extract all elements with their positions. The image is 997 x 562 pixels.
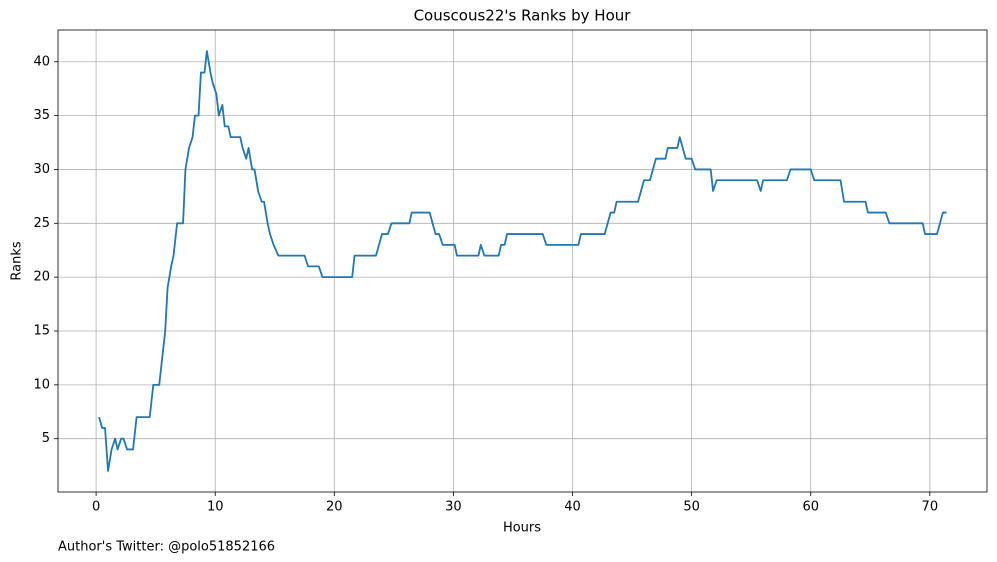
x-tick-label: 10 bbox=[207, 500, 224, 515]
y-tick-label: 35 bbox=[33, 108, 50, 123]
y-tick-label: 30 bbox=[33, 162, 50, 177]
y-tick-label: 25 bbox=[33, 216, 50, 231]
y-tick-label: 20 bbox=[33, 270, 50, 285]
line bbox=[98, 50, 947, 472]
x-tick-label: 70 bbox=[922, 500, 939, 515]
x-axis-label: Hours bbox=[503, 521, 541, 536]
axes-frame bbox=[57, 29, 988, 493]
x-tick-label: 60 bbox=[802, 500, 819, 515]
x-tick-label: 30 bbox=[445, 500, 462, 515]
x-tick-label: 20 bbox=[326, 500, 343, 515]
y-tick-label: 5 bbox=[42, 431, 50, 446]
x-tick-label: 50 bbox=[683, 500, 700, 515]
y-tick-label: 10 bbox=[33, 377, 50, 392]
y-axis-label: Ranks bbox=[10, 241, 25, 280]
y-tick-label: 15 bbox=[33, 324, 50, 339]
y-tick-label: 40 bbox=[33, 54, 50, 69]
x-tick-label: 40 bbox=[564, 500, 581, 515]
annotation: Author's Twitter: @polo51852166 bbox=[58, 540, 275, 555]
chart-title: Couscous22's Ranks by Hour bbox=[414, 7, 632, 25]
x-tick-label: 0 bbox=[92, 500, 100, 515]
